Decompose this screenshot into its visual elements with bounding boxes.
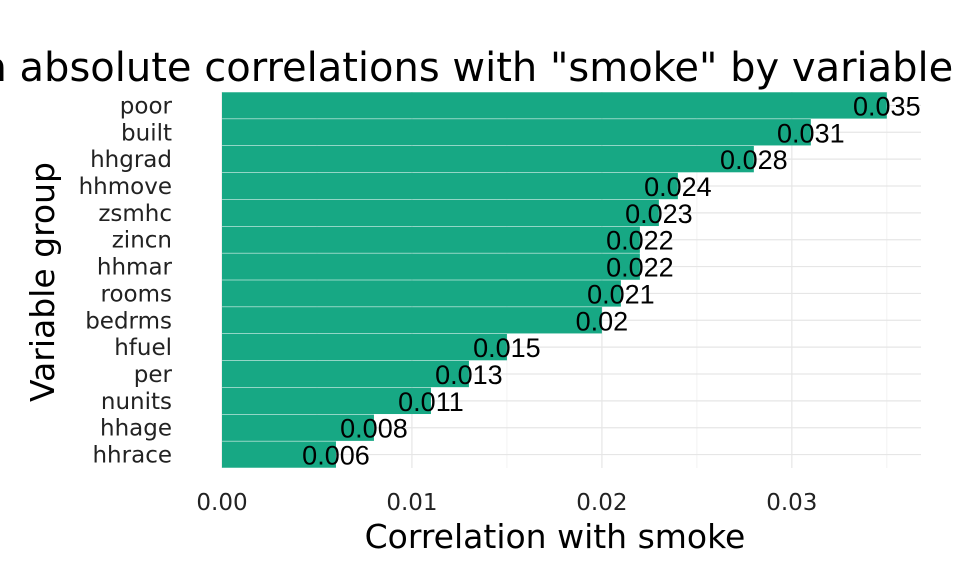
bar <box>222 226 640 253</box>
bar <box>222 441 336 468</box>
bar <box>222 172 678 200</box>
x-axis-title: Correlation with smoke <box>365 517 746 556</box>
data-label: 0.02 <box>576 306 629 336</box>
bar <box>222 145 754 173</box>
y-tick-label: hhmar <box>97 255 173 281</box>
y-tick-label: poor <box>120 93 173 119</box>
x-tick-label: 0.02 <box>576 490 627 516</box>
bar <box>222 280 621 307</box>
y-axis-ticks: poorbuilthhgradhhmovezsmhczincnhhmarroom… <box>79 93 173 468</box>
x-tick-label: 0.01 <box>386 490 437 516</box>
data-label: 0.031 <box>777 118 845 148</box>
bar <box>222 387 431 415</box>
bar <box>222 253 640 280</box>
y-tick-label: bedrms <box>85 308 172 334</box>
data-labels: 0.0350.0310.0280.0240.0230.0220.0220.021… <box>302 91 920 470</box>
data-label: 0.008 <box>340 414 408 444</box>
y-tick-label: zsmhc <box>98 201 172 227</box>
bar <box>222 199 659 227</box>
data-label: 0.028 <box>720 145 788 175</box>
bars <box>222 92 887 468</box>
y-tick-label: hhgrad <box>90 147 172 173</box>
data-label: 0.011 <box>398 387 464 417</box>
y-tick-label: hhrace <box>92 443 172 469</box>
y-tick-label: hfuel <box>114 335 172 361</box>
data-label: 0.022 <box>606 253 674 283</box>
bar <box>222 414 374 441</box>
y-tick-label: nunits <box>101 389 172 415</box>
data-label: 0.021 <box>587 279 655 309</box>
data-label: 0.022 <box>606 226 674 256</box>
bar <box>222 92 887 119</box>
data-label: 0.035 <box>853 91 921 121</box>
x-tick-label: 0.00 <box>196 490 247 516</box>
bar <box>222 360 469 388</box>
data-label: 0.023 <box>625 199 693 229</box>
y-tick-label: zincn <box>112 228 172 254</box>
data-label: 0.015 <box>473 333 541 363</box>
chart-title: Mean absolute correlations with "smoke" … <box>0 45 960 91</box>
y-tick-label: hhage <box>100 416 172 442</box>
y-tick-label: rooms <box>101 281 172 307</box>
x-tick-label: 0.03 <box>766 490 817 516</box>
y-tick-label: built <box>121 120 172 146</box>
bar <box>222 119 811 146</box>
data-label: 0.024 <box>644 172 712 202</box>
bar <box>222 333 507 361</box>
y-axis-title: Variable group <box>23 162 62 402</box>
data-label: 0.006 <box>302 441 370 471</box>
y-tick-label: hhmove <box>79 174 172 200</box>
bar <box>222 307 602 334</box>
y-tick-label: per <box>134 362 173 388</box>
x-axis-ticks: 0.00 0.01 0.02 0.03 <box>196 490 817 516</box>
data-label: 0.013 <box>435 360 503 390</box>
